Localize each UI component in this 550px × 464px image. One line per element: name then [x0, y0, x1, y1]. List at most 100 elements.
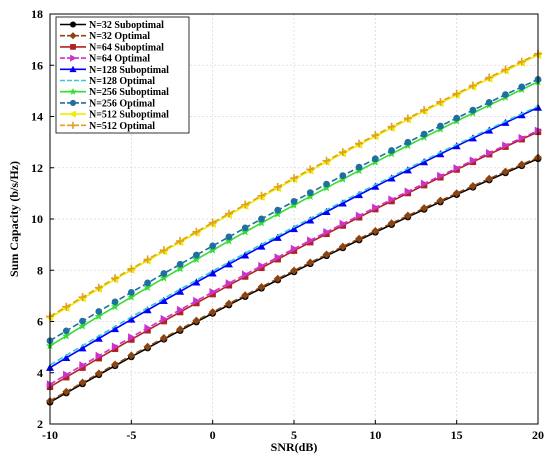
- legend-entry: N=32 Optimal: [60, 31, 150, 42]
- x-tick-label: -10: [42, 428, 58, 442]
- data-point: [94, 311, 103, 320]
- series-n-128-suboptimal: [46, 103, 542, 371]
- data-point: [143, 283, 152, 292]
- data-point: [371, 155, 379, 163]
- data-point: [208, 308, 217, 317]
- legend-entry: N=128 Optimal: [60, 76, 155, 87]
- data-point: [63, 374, 70, 381]
- legend-marker: [69, 87, 77, 95]
- data-point: [486, 148, 494, 157]
- data-point: [62, 387, 71, 396]
- data-point: [517, 111, 526, 119]
- data-point: [241, 224, 249, 232]
- data-point: [306, 189, 314, 197]
- data-point: [224, 260, 233, 268]
- legend-marker: [69, 99, 77, 106]
- data-point: [436, 97, 445, 106]
- data-point: [79, 364, 86, 371]
- data-point: [468, 81, 477, 90]
- data-point: [501, 65, 510, 74]
- series-n-256-optimal: [46, 75, 542, 345]
- data-point: [144, 327, 151, 334]
- data-point: [453, 164, 461, 173]
- y-tick-label: 12: [31, 161, 43, 175]
- y-tick-label: 18: [31, 7, 43, 21]
- data-point: [78, 321, 87, 330]
- data-point: [322, 250, 331, 259]
- data-point: [355, 139, 364, 148]
- data-point: [241, 291, 250, 300]
- ticks: -10 -5 0 5 10 15 20 2 4 6 8 10 12 14 16 18: [31, 7, 544, 442]
- data-point: [403, 166, 412, 174]
- data-point: [111, 360, 120, 369]
- data-point: [159, 333, 168, 342]
- legend-label: N=256 Optimal: [89, 98, 155, 109]
- x-tick-label: -5: [126, 428, 136, 442]
- data-point: [78, 344, 87, 352]
- data-point: [143, 255, 152, 264]
- data-point: [94, 334, 103, 342]
- data-point: [110, 302, 120, 311]
- data-point: [420, 179, 429, 188]
- data-point: [306, 165, 315, 174]
- data-point: [485, 126, 494, 134]
- data-point: [95, 351, 103, 360]
- data-point: [322, 156, 331, 165]
- data-point: [78, 378, 87, 387]
- data-point: [306, 216, 315, 224]
- legend-marker: [69, 65, 77, 73]
- data-point: [322, 207, 331, 215]
- data-point: [372, 203, 380, 212]
- data-point: [176, 236, 185, 245]
- legend-label: N=128 Suboptimal: [89, 65, 169, 76]
- data-point: [469, 156, 477, 165]
- data-point: [323, 228, 331, 237]
- x-tick-label: 10: [369, 428, 381, 442]
- data-point: [111, 342, 120, 351]
- data-point: [437, 171, 445, 180]
- data-point: [241, 200, 250, 209]
- data-point: [469, 106, 477, 114]
- data-point: [485, 174, 494, 183]
- data-point: [338, 242, 347, 251]
- y-tick-label: 10: [31, 212, 43, 226]
- data-point: [63, 370, 71, 379]
- data-point: [388, 147, 395, 154]
- data-point: [192, 255, 201, 263]
- legend-marker: [70, 54, 77, 62]
- data-point: [257, 191, 266, 200]
- data-point: [273, 233, 282, 241]
- legend-entry: N=128 Suboptimal: [60, 65, 169, 76]
- data-point: [144, 324, 152, 333]
- data-point: [94, 369, 103, 378]
- series-line: [49, 105, 539, 366]
- data-point: [128, 333, 136, 342]
- data-point: [290, 266, 298, 275]
- data-point: [502, 91, 509, 99]
- data-point: [485, 98, 493, 106]
- data-point: [273, 209, 282, 218]
- y-tick-label: 8: [37, 263, 43, 277]
- legend-marker: [69, 121, 77, 129]
- data-point: [209, 242, 217, 250]
- data-point: [159, 246, 168, 255]
- data-point: [501, 118, 510, 126]
- data-point: [502, 141, 510, 150]
- legend-marker: [69, 32, 77, 40]
- y-tick-label: 2: [37, 417, 43, 431]
- data-point: [452, 142, 461, 150]
- data-point: [420, 158, 429, 166]
- data-point: [176, 260, 184, 268]
- data-point: [224, 209, 233, 218]
- data-point: [387, 174, 396, 182]
- data-point: [192, 316, 201, 325]
- data-point: [127, 351, 136, 360]
- series-n-64-optimal: [46, 126, 542, 389]
- data-point: [518, 133, 526, 142]
- data-point: [111, 298, 119, 306]
- data-point: [160, 314, 168, 323]
- legend-entry: N=256 Optimal: [60, 98, 155, 109]
- data-point: [274, 253, 282, 262]
